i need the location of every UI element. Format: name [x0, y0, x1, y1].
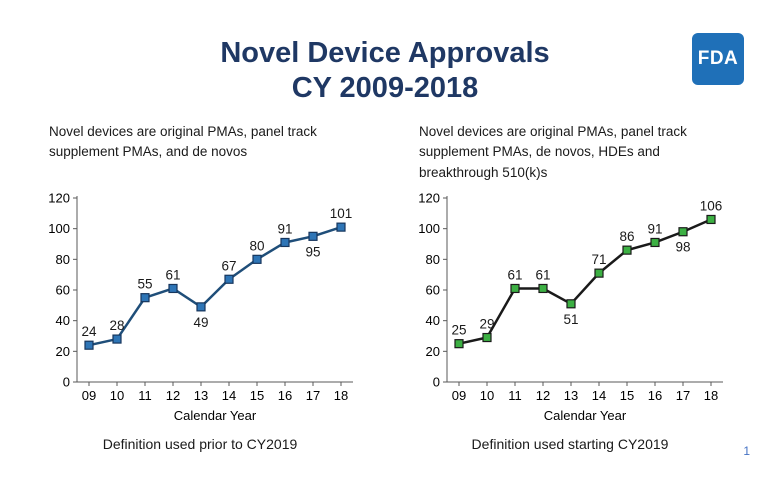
svg-text:Calendar Year: Calendar Year	[544, 408, 627, 423]
right-line-chart: 0 20 40 60 80 100 120 09 10 11 12 13 14 15 16 17 18 Calen…	[418, 191, 723, 423]
svg-text:80: 80	[56, 252, 70, 267]
svg-text:60: 60	[426, 283, 440, 298]
svg-text:24: 24	[81, 324, 97, 339]
right-chart-subtitle: Novel devices are original PMAs, panel t…	[419, 124, 687, 180]
title-line-1: Novel Device Approvals	[220, 37, 550, 69]
svg-text:10: 10	[480, 388, 494, 403]
svg-text:11: 11	[138, 388, 152, 403]
svg-text:86: 86	[619, 229, 634, 244]
svg-text:15: 15	[620, 388, 634, 403]
svg-text:15: 15	[250, 388, 264, 403]
svg-text:0: 0	[63, 375, 70, 390]
left-panel: Novel devices are original PMAs, panel t…	[35, 122, 365, 452]
svg-text:67: 67	[221, 258, 236, 273]
svg-text:80: 80	[426, 252, 440, 267]
fda-logo: FDA	[692, 33, 744, 85]
svg-text:80: 80	[249, 238, 264, 253]
svg-text:12: 12	[536, 388, 550, 403]
svg-text:18: 18	[334, 388, 348, 403]
svg-text:18: 18	[704, 388, 718, 403]
page-number: 1	[743, 444, 750, 458]
svg-text:16: 16	[278, 388, 292, 403]
svg-text:100: 100	[418, 221, 440, 236]
svg-text:49: 49	[193, 315, 208, 330]
svg-text:61: 61	[165, 267, 180, 282]
chart-panels: Novel devices are original PMAs, panel t…	[0, 122, 770, 452]
svg-text:95: 95	[305, 244, 320, 259]
svg-text:12: 12	[166, 388, 180, 403]
svg-text:71: 71	[591, 252, 606, 267]
svg-text:60: 60	[56, 283, 70, 298]
svg-text:16: 16	[648, 388, 662, 403]
svg-text:106: 106	[700, 198, 723, 213]
svg-text:17: 17	[306, 388, 320, 403]
svg-text:14: 14	[592, 388, 606, 403]
svg-text:25: 25	[451, 323, 466, 338]
left-chart-subtitle: Novel devices are original PMAs, panel t…	[49, 124, 317, 160]
svg-text:20: 20	[56, 344, 70, 359]
page-title: Novel Device Approvals CY 2009-2018	[0, 36, 770, 107]
svg-text:13: 13	[564, 388, 578, 403]
svg-text:09: 09	[452, 388, 466, 403]
svg-text:51: 51	[563, 312, 578, 327]
right-panel: Novel devices are original PMAs, panel t…	[405, 122, 735, 452]
right-chart-caption: Definition used starting CY2019	[471, 436, 669, 452]
svg-text:100: 100	[48, 221, 70, 236]
svg-text:61: 61	[507, 267, 522, 282]
fda-logo-text: FDA	[697, 48, 739, 69]
svg-text:11: 11	[508, 388, 522, 403]
svg-text:91: 91	[647, 221, 662, 236]
svg-text:Calendar Year: Calendar Year	[174, 408, 257, 423]
left-chart-caption: Definition used prior to CY2019	[102, 436, 298, 452]
svg-text:91: 91	[277, 221, 292, 236]
svg-text:101: 101	[330, 206, 353, 221]
svg-text:0: 0	[433, 375, 440, 390]
title-line-2: CY 2009-2018	[291, 72, 479, 105]
svg-text:98: 98	[675, 240, 690, 255]
svg-text:17: 17	[676, 388, 690, 403]
svg-text:120: 120	[418, 191, 440, 206]
svg-text:61: 61	[535, 267, 550, 282]
svg-text:13: 13	[194, 388, 208, 403]
svg-text:09: 09	[82, 388, 96, 403]
svg-text:40: 40	[426, 313, 440, 328]
left-line-chart: 0 20 40 60 80 100 120 09 10 11 12 13 14 15 16 17 18 Calen…	[48, 191, 353, 423]
svg-text:10: 10	[110, 388, 124, 403]
svg-text:29: 29	[479, 317, 494, 332]
svg-text:14: 14	[222, 388, 236, 403]
svg-text:20: 20	[426, 344, 440, 359]
svg-text:55: 55	[137, 277, 152, 292]
svg-text:28: 28	[109, 318, 124, 333]
svg-text:40: 40	[56, 313, 70, 328]
svg-text:120: 120	[48, 191, 70, 206]
